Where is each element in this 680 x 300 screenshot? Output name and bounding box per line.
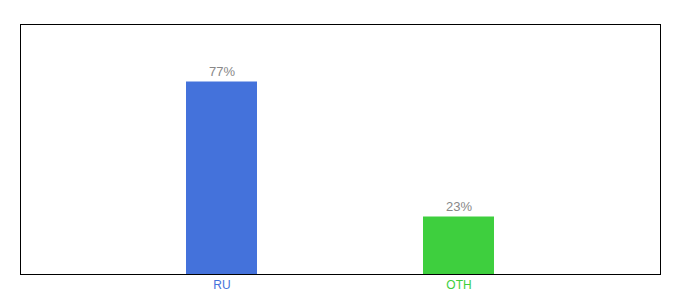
svg-text:23%: 23%: [446, 199, 472, 214]
svg-text:OTH: OTH: [446, 278, 471, 292]
svg-text:RU: RU: [213, 278, 230, 292]
svg-text:77%: 77%: [209, 64, 235, 79]
